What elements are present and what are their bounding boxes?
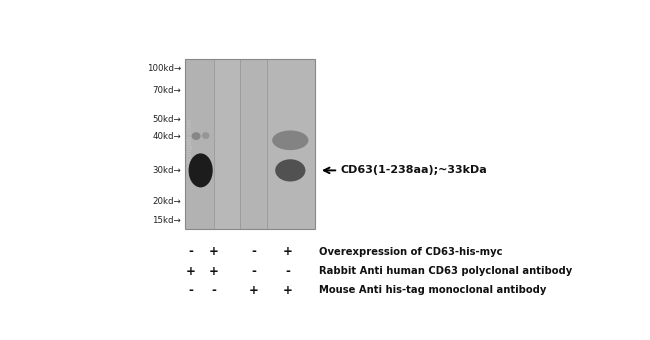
Text: Mouse Anti his-tag monoclonal antibody: Mouse Anti his-tag monoclonal antibody <box>319 285 547 295</box>
Ellipse shape <box>192 132 201 140</box>
Text: +: + <box>209 265 218 278</box>
Ellipse shape <box>272 131 309 150</box>
FancyBboxPatch shape <box>266 59 315 229</box>
Ellipse shape <box>188 153 213 187</box>
Text: 20kd→: 20kd→ <box>152 197 181 206</box>
FancyBboxPatch shape <box>214 59 240 229</box>
Ellipse shape <box>275 159 306 182</box>
Text: +: + <box>209 245 218 258</box>
Text: -: - <box>251 245 256 258</box>
Ellipse shape <box>202 132 209 139</box>
Text: 100kd→: 100kd→ <box>147 64 181 73</box>
Text: +: + <box>283 245 292 258</box>
Text: 15kd→: 15kd→ <box>152 216 181 225</box>
Text: Rabbit Anti human CD63 polyclonal antibody: Rabbit Anti human CD63 polyclonal antibo… <box>319 266 572 276</box>
Text: +: + <box>283 284 292 296</box>
Text: www.ptgab.com: www.ptgab.com <box>187 117 192 174</box>
FancyBboxPatch shape <box>185 59 214 229</box>
FancyBboxPatch shape <box>240 59 266 229</box>
Text: 30kd→: 30kd→ <box>152 166 181 175</box>
Text: -: - <box>188 284 194 296</box>
Text: 50kd→: 50kd→ <box>152 115 181 124</box>
Text: 70kd→: 70kd→ <box>152 86 181 95</box>
Text: +: + <box>248 284 259 296</box>
Text: +: + <box>186 265 196 278</box>
Text: Overexpression of CD63-his-myc: Overexpression of CD63-his-myc <box>319 246 502 257</box>
Text: -: - <box>285 265 290 278</box>
Text: 40kd→: 40kd→ <box>152 132 181 141</box>
Text: -: - <box>211 284 216 296</box>
Text: -: - <box>188 245 194 258</box>
Text: CD63(1-238aa);~33kDa: CD63(1-238aa);~33kDa <box>341 165 488 175</box>
Text: -: - <box>251 265 256 278</box>
